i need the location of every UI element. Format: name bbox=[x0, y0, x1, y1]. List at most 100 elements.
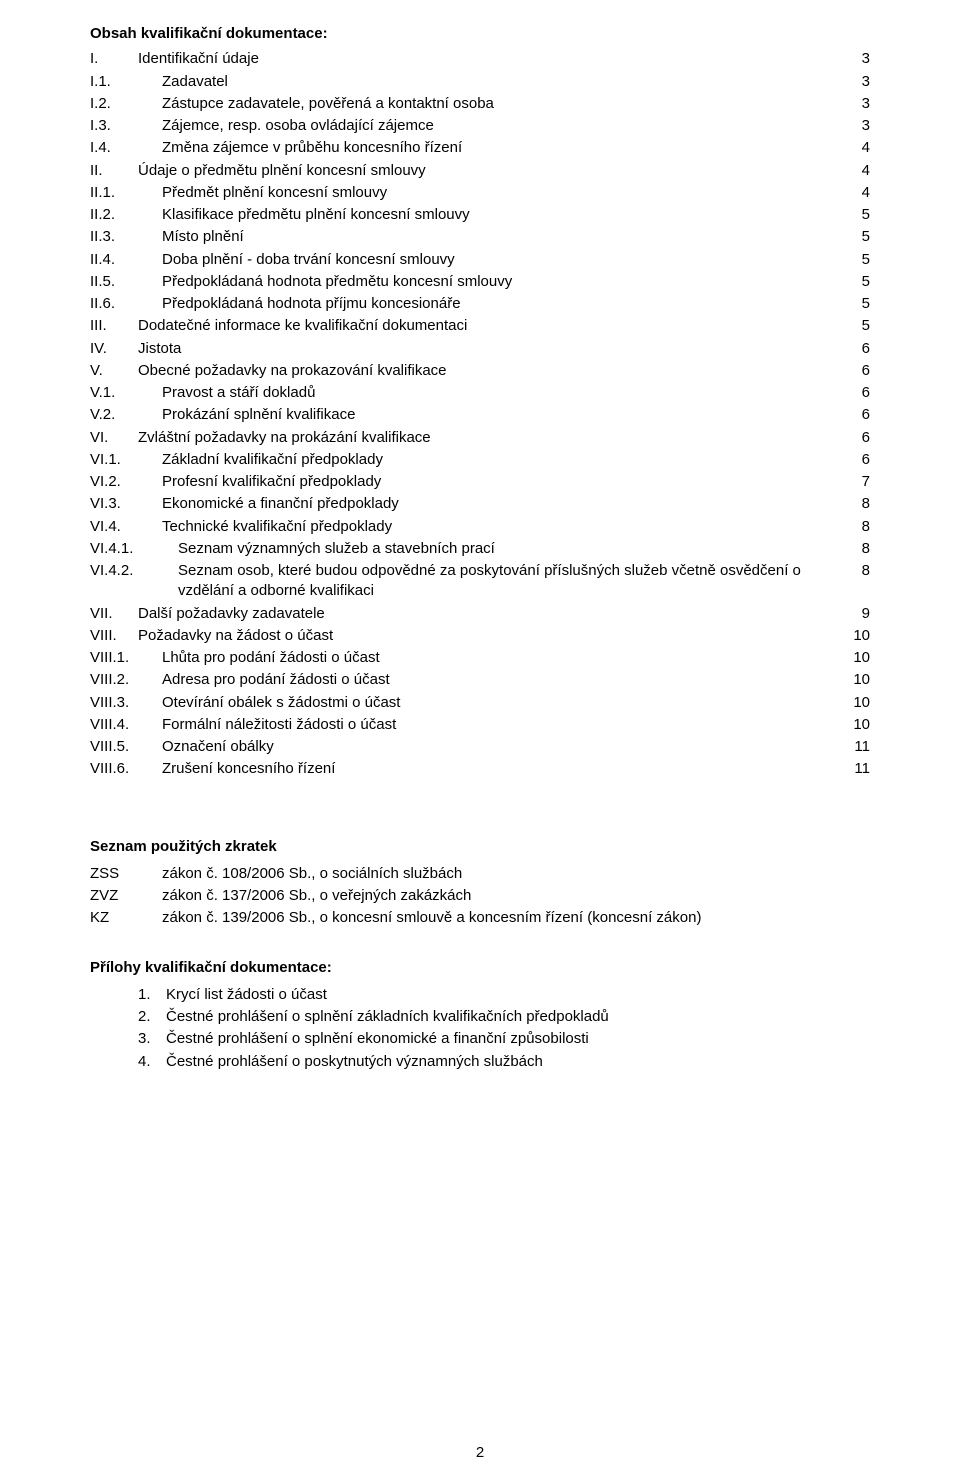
toc-row: VI.1.Základní kvalifikační předpoklady6 bbox=[90, 449, 870, 471]
toc-entry-label: VI.4.2. bbox=[90, 561, 178, 581]
table-of-contents: I.Identifikační údaje3I.1.Zadavatel3I.2.… bbox=[90, 48, 870, 780]
toc-entry-label: VII. bbox=[90, 604, 138, 624]
toc-entry-page: 11 bbox=[840, 737, 870, 757]
toc-entry-page: 7 bbox=[840, 472, 870, 492]
toc-row: I.3.Zájemce, resp. osoba ovládající záje… bbox=[90, 115, 870, 137]
toc-entry-title: Dodatečné informace ke kvalifikační doku… bbox=[138, 316, 840, 336]
toc-entry-page: 10 bbox=[840, 693, 870, 713]
toc-entry-title: Údaje o předmětu plnění koncesní smlouvy bbox=[138, 161, 840, 181]
toc-entry-label: II.6. bbox=[90, 294, 162, 314]
toc-entry-title: Zástupce zadavatele, pověřená a kontaktn… bbox=[162, 94, 840, 114]
attachment-number: 2. bbox=[138, 1007, 166, 1027]
toc-entry-label: VI.4. bbox=[90, 517, 162, 537]
toc-entry-page: 6 bbox=[840, 450, 870, 470]
toc-entry-page: 8 bbox=[840, 539, 870, 559]
abbreviation-term: ZVZ bbox=[90, 886, 162, 906]
toc-entry-label: I.4. bbox=[90, 138, 162, 158]
toc-entry-label: VI.1. bbox=[90, 450, 162, 470]
toc-entry-title: Zrušení koncesního řízení bbox=[162, 759, 840, 779]
abbreviation-term: KZ bbox=[90, 908, 162, 928]
toc-entry-page: 10 bbox=[840, 670, 870, 690]
toc-entry-title: Ekonomické a finanční předpoklady bbox=[162, 494, 840, 514]
toc-entry-title: Zájemce, resp. osoba ovládající zájemce bbox=[162, 116, 840, 136]
toc-entry-page: 6 bbox=[840, 428, 870, 448]
toc-entry-page: 6 bbox=[840, 383, 870, 403]
toc-entry-title: Adresa pro podání žádosti o účast bbox=[162, 670, 840, 690]
attachment-number: 3. bbox=[138, 1029, 166, 1049]
toc-row: I.1.Zadavatel3 bbox=[90, 71, 870, 93]
toc-entry-page: 5 bbox=[840, 205, 870, 225]
toc-entry-title: Změna zájemce v průběhu koncesního řízen… bbox=[162, 138, 840, 158]
toc-row: I.2.Zástupce zadavatele, pověřená a kont… bbox=[90, 93, 870, 115]
toc-entry-page: 10 bbox=[840, 648, 870, 668]
attachment-title: Čestné prohlášení o splnění ekonomické a… bbox=[166, 1029, 870, 1049]
toc-entry-title: Předpokládaná hodnota předmětu koncesní … bbox=[162, 272, 840, 292]
toc-entry-label: II.3. bbox=[90, 227, 162, 247]
abbreviations-heading: Seznam použitých zkratek bbox=[90, 837, 870, 857]
toc-entry-label: VI.3. bbox=[90, 494, 162, 514]
toc-entry-label: II.1. bbox=[90, 183, 162, 203]
toc-row: VIII.6.Zrušení koncesního řízení11 bbox=[90, 758, 870, 780]
toc-entry-page: 6 bbox=[840, 405, 870, 425]
toc-entry-page: 8 bbox=[840, 517, 870, 537]
attachments-list: 1.Krycí list žádosti o účast2.Čestné pro… bbox=[90, 984, 870, 1073]
toc-entry-title: Zvláštní požadavky na prokázání kvalifik… bbox=[138, 428, 840, 448]
toc-row: VI.4.2.Seznam osob, které budou odpovědn… bbox=[90, 560, 870, 603]
toc-entry-label: V. bbox=[90, 361, 138, 381]
attachment-title: Krycí list žádosti o účast bbox=[166, 985, 870, 1005]
toc-entry-label: I.1. bbox=[90, 72, 162, 92]
toc-entry-label: VIII.6. bbox=[90, 759, 162, 779]
toc-row: II.6.Předpokládaná hodnota příjmu konces… bbox=[90, 293, 870, 315]
toc-entry-title: Základní kvalifikační předpoklady bbox=[162, 450, 840, 470]
toc-entry-label: IV. bbox=[90, 339, 138, 359]
toc-entry-title: Prokázání splnění kvalifikace bbox=[162, 405, 840, 425]
toc-entry-label: II.4. bbox=[90, 250, 162, 270]
attachments-heading: Přílohy kvalifikační dokumentace: bbox=[90, 958, 870, 978]
toc-entry-label: II.2. bbox=[90, 205, 162, 225]
toc-entry-title: Pravost a stáří dokladů bbox=[162, 383, 840, 403]
toc-entry-page: 6 bbox=[840, 361, 870, 381]
toc-entry-title: Identifikační údaje bbox=[138, 49, 840, 69]
toc-row: III.Dodatečné informace ke kvalifikační … bbox=[90, 315, 870, 337]
toc-entry-page: 4 bbox=[840, 138, 870, 158]
toc-entry-title: Seznam osob, které budou odpovědné za po… bbox=[178, 561, 840, 602]
toc-entry-page: 5 bbox=[840, 250, 870, 270]
toc-row: I.4.Změna zájemce v průběhu koncesního ř… bbox=[90, 137, 870, 159]
toc-entry-title: Otevírání obálek s žádostmi o účast bbox=[162, 693, 840, 713]
toc-entry-page: 8 bbox=[840, 561, 870, 581]
toc-row: II.5.Předpokládaná hodnota předmětu konc… bbox=[90, 271, 870, 293]
toc-row: VI.4.Technické kvalifikační předpoklady8 bbox=[90, 516, 870, 538]
toc-entry-title: Technické kvalifikační předpoklady bbox=[162, 517, 840, 537]
page-number: 2 bbox=[0, 1443, 960, 1463]
toc-row: VIII.Požadavky na žádost o účast10 bbox=[90, 625, 870, 647]
toc-row: II.4.Doba plnění - doba trvání koncesní … bbox=[90, 249, 870, 271]
toc-entry-label: VIII.4. bbox=[90, 715, 162, 735]
toc-entry-title: Formální náležitosti žádosti o účast bbox=[162, 715, 840, 735]
toc-entry-title: Lhůta pro podání žádosti o účast bbox=[162, 648, 840, 668]
toc-entry-label: I.2. bbox=[90, 94, 162, 114]
toc-entry-page: 9 bbox=[840, 604, 870, 624]
toc-entry-page: 4 bbox=[840, 183, 870, 203]
toc-entry-title: Jistota bbox=[138, 339, 840, 359]
toc-entry-label: VIII.2. bbox=[90, 670, 162, 690]
toc-row: II.Údaje o předmětu plnění koncesní smlo… bbox=[90, 160, 870, 182]
toc-entry-title: Doba plnění - doba trvání koncesní smlou… bbox=[162, 250, 840, 270]
abbreviation-term: ZSS bbox=[90, 864, 162, 884]
attachment-title: Čestné prohlášení o poskytnutých významn… bbox=[166, 1052, 870, 1072]
toc-entry-page: 8 bbox=[840, 494, 870, 514]
abbreviation-row: ZSSzákon č. 108/2006 Sb., o sociálních s… bbox=[90, 863, 870, 885]
toc-row: I.Identifikační údaje3 bbox=[90, 48, 870, 70]
abbreviation-definition: zákon č. 137/2006 Sb., o veřejných zakáz… bbox=[162, 886, 870, 906]
toc-entry-label: I.3. bbox=[90, 116, 162, 136]
toc-entry-label: VI.4.1. bbox=[90, 539, 178, 559]
toc-row: II.3.Místo plnění5 bbox=[90, 226, 870, 248]
toc-entry-page: 3 bbox=[840, 72, 870, 92]
toc-row: VI.4.1.Seznam významných služeb a staveb… bbox=[90, 538, 870, 560]
toc-entry-label: II. bbox=[90, 161, 138, 181]
toc-entry-title: Místo plnění bbox=[162, 227, 840, 247]
toc-entry-title: Zadavatel bbox=[162, 72, 840, 92]
toc-entry-title: Předpokládaná hodnota příjmu koncesionář… bbox=[162, 294, 840, 314]
toc-row: VIII.2.Adresa pro podání žádosti o účast… bbox=[90, 669, 870, 691]
toc-entry-title: Předmět plnění koncesní smlouvy bbox=[162, 183, 840, 203]
toc-entry-title: Označení obálky bbox=[162, 737, 840, 757]
